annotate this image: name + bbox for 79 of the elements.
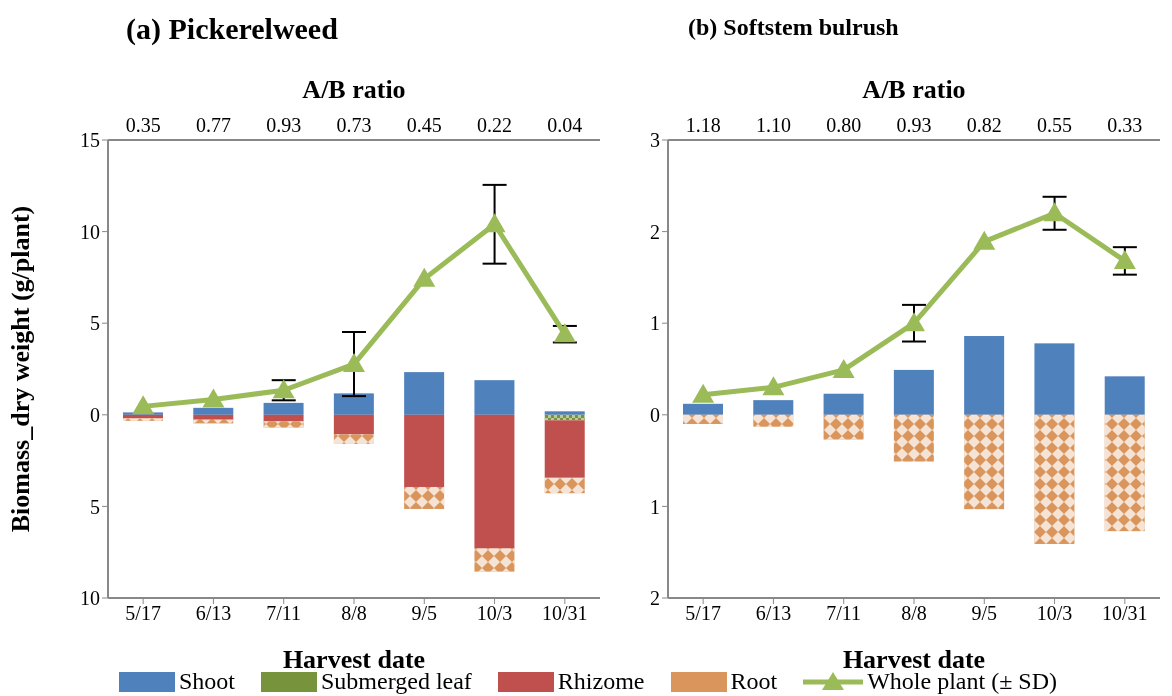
text: 0.04 [547, 114, 583, 136]
point [903, 312, 925, 332]
x-tick-label: 9/5 [971, 602, 998, 625]
bar [193, 407, 234, 415]
text: 0.80 [826, 114, 862, 136]
text: 1.10 [755, 114, 791, 136]
x-tick-label: 9/5 [411, 602, 438, 625]
text: 0.45 [406, 114, 442, 136]
point [973, 230, 996, 250]
bar [333, 414, 374, 435]
bar [404, 372, 445, 415]
legend-label: Root [730, 668, 778, 695]
y-tick-label: 0 [650, 403, 660, 426]
legend-label: Rhizome [557, 668, 645, 695]
y-axis-title: Biomass_dry weight (g/plant) [6, 205, 36, 533]
y-tick-label: 10 [80, 220, 100, 243]
x-tick-label: 6/13 [195, 602, 232, 625]
x-tick-label: 10/3 [476, 602, 513, 625]
text: 1.18 [685, 114, 721, 136]
point [1113, 249, 1136, 269]
text: 0.77 [195, 114, 231, 136]
point [132, 395, 155, 415]
x-tick-label: 10/31 [542, 602, 588, 625]
bar [474, 414, 515, 549]
text: 0.22 [477, 114, 513, 136]
y-tick-label: 1 [650, 495, 660, 518]
point [343, 353, 365, 373]
point [413, 267, 436, 287]
text: 0.35 [125, 114, 161, 136]
bar [263, 402, 304, 415]
chart-title: (b) Softstem bulrush [688, 14, 899, 41]
x-tick-label: 8/8 [901, 602, 927, 625]
bar [544, 420, 585, 478]
point [832, 358, 855, 378]
y-tick-label: 3 [650, 129, 660, 152]
y-tick-label: 2 [650, 220, 660, 243]
bar [683, 403, 723, 415]
bar [333, 393, 374, 415]
bar [964, 336, 1005, 415]
point [202, 388, 225, 408]
y-tick-label: 10 [80, 587, 100, 610]
point [1043, 202, 1066, 222]
point [483, 213, 506, 233]
y-tick-label: 2 [650, 587, 660, 610]
x-tick-label: 7/11 [266, 602, 302, 625]
y-tick-label: 1 [650, 312, 660, 335]
bar [1104, 376, 1145, 415]
bar [404, 414, 445, 487]
x-tick-label: 10/3 [1036, 602, 1073, 625]
x2-axis-title: A/B ratio [862, 75, 966, 105]
text: 0.73 [336, 114, 372, 136]
x-tick-label: 5/17 [685, 602, 721, 625]
y-tick-label: 5 [90, 495, 100, 518]
bar [1034, 343, 1075, 415]
x-tick-label: 8/8 [341, 602, 367, 625]
legend-label: Shoot [179, 668, 236, 695]
y-tick-label: 5 [90, 312, 100, 335]
x-tick-label: 5/17 [125, 602, 161, 625]
text: 0.93 [266, 114, 302, 136]
x-tick-label: 6/13 [755, 602, 792, 625]
bar [263, 414, 304, 422]
bar [474, 380, 515, 415]
text: 0.55 [1037, 114, 1073, 136]
bar [753, 400, 794, 415]
y-tick-label: 0 [90, 403, 100, 426]
text: 0.33 [1107, 114, 1143, 136]
bar [544, 411, 585, 415]
x-tick-label: 10/31 [1102, 602, 1148, 625]
point [692, 383, 715, 403]
bar [193, 414, 234, 420]
bar [823, 393, 864, 415]
text: 0.82 [966, 114, 1002, 136]
y-tick-label: 15 [80, 129, 100, 152]
point [762, 376, 785, 396]
chart-title: (a) Pickerelweed [126, 12, 338, 46]
x2-axis-title: A/B ratio [302, 75, 406, 105]
bar [893, 369, 934, 415]
text: 0.93 [896, 114, 932, 136]
x-tick-label: 7/11 [826, 602, 862, 625]
